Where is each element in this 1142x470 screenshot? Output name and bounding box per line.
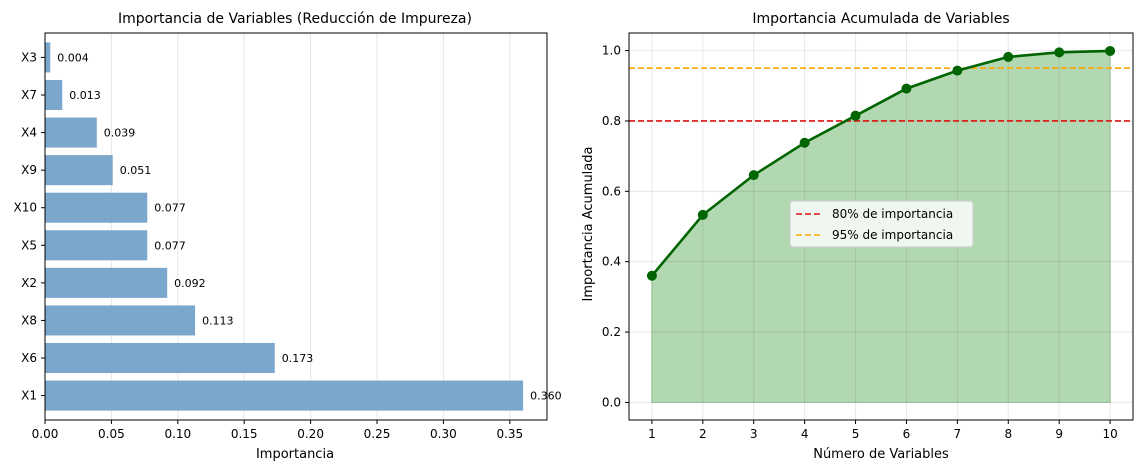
x-tick-label: 9 — [1055, 427, 1063, 441]
x-tick-label: 0.15 — [231, 427, 258, 441]
x-tick-label: 8 — [1004, 427, 1012, 441]
left-chart-title: Importancia de Variables (Reducción de I… — [118, 11, 472, 27]
y-tick-label: 0.0 — [602, 395, 621, 409]
x-tick-label: 0.30 — [430, 427, 457, 441]
y-tick-label: 0.6 — [602, 184, 621, 198]
bar-value-label: 0.077 — [154, 239, 186, 252]
bar-value-label: 0.173 — [282, 352, 314, 365]
x-tick-label: 7 — [954, 427, 962, 441]
y-tick-label: X3 — [21, 50, 37, 64]
x-tick-label: 4 — [801, 427, 809, 441]
y-tick-label: X5 — [21, 238, 37, 252]
data-point-3 — [748, 170, 759, 181]
x-tick-label: 0.00 — [32, 427, 59, 441]
bar-value-label: 0.039 — [104, 127, 135, 140]
y-tick-label: X8 — [21, 313, 37, 327]
legend-box — [789, 200, 974, 248]
x-tick-label: 0.10 — [164, 427, 191, 441]
data-point-6 — [901, 83, 912, 94]
bar-x6 — [45, 342, 275, 374]
bar-value-label: 0.004 — [57, 51, 88, 64]
x-tick-label: 0.20 — [297, 427, 324, 441]
bar-x5 — [45, 230, 148, 261]
plot-frame — [628, 32, 1134, 421]
legend: 80% de importancia 95% de importancia — [789, 200, 974, 248]
y-tick-label: X9 — [21, 163, 37, 177]
y-tick-label: 0.8 — [602, 114, 621, 128]
legend-label-0: 80% de importancia — [832, 207, 953, 221]
y-tick-label: X10 — [14, 201, 38, 215]
y-tick-label: 1.0 — [602, 44, 621, 58]
bar-x1 — [45, 380, 524, 411]
data-point-9 — [1054, 47, 1065, 58]
data-point-7 — [952, 65, 963, 76]
cumulative-importance-chart: Importancia Acumulada de Variables Númer… — [581, 11, 1134, 462]
plot-frame — [44, 32, 548, 421]
bar-value-label: 0.013 — [69, 89, 101, 102]
bar-value-label: 0.051 — [120, 164, 152, 177]
bar-value-label: 0.092 — [174, 277, 206, 290]
data-point-2 — [697, 209, 708, 220]
x-tick-label: 10 — [1102, 427, 1117, 441]
x-tick-label: 1 — [648, 427, 656, 441]
data-point-8 — [1003, 51, 1014, 62]
y-tick-label: 0.4 — [602, 255, 621, 269]
x-tick-label: 3 — [750, 427, 758, 441]
bar-x2 — [45, 267, 168, 298]
y-tick-label: X4 — [21, 126, 37, 140]
data-point-1 — [646, 270, 657, 281]
legend-label-1: 95% de importancia — [832, 228, 953, 242]
left-x-axis-label: Importancia — [256, 447, 334, 462]
x-tick-label: 0.35 — [496, 427, 523, 441]
bar-x4 — [45, 117, 97, 148]
bar-value-label: 0.077 — [154, 202, 186, 215]
cumulative-line — [650, 49, 1111, 277]
bar-value-label: 0.113 — [202, 314, 234, 327]
right-x-axis-label: Número de Variables — [813, 447, 949, 462]
data-point-4 — [799, 137, 810, 148]
bar-x10 — [45, 192, 148, 223]
importance-bar-chart: Importancia de Variables (Reducción de I… — [14, 11, 562, 462]
x-tick-label: 0.25 — [364, 427, 391, 441]
y-tick-label: 0.2 — [602, 325, 621, 339]
y-tick-label: X6 — [21, 351, 37, 365]
bar-value-label: 0.360 — [530, 390, 562, 403]
x-tick-label: 5 — [852, 427, 860, 441]
y-tick-label: X7 — [21, 88, 37, 102]
x-tick-label: 0.05 — [98, 427, 125, 441]
bar-x9 — [45, 155, 113, 186]
bar-x8 — [45, 305, 196, 336]
y-tick-label: X1 — [21, 389, 37, 403]
right-chart-title: Importancia Acumulada de Variables — [752, 11, 1009, 27]
data-point-10 — [1105, 45, 1116, 56]
right-y-axis-label: Importancia Acumulada — [581, 147, 596, 302]
data-point-5 — [850, 110, 861, 121]
x-tick-label: 6 — [903, 427, 911, 441]
bar-x7 — [45, 79, 63, 111]
x-tick-label: 2 — [699, 427, 707, 441]
y-tick-label: X2 — [21, 276, 37, 290]
bar-x3 — [45, 42, 51, 73]
